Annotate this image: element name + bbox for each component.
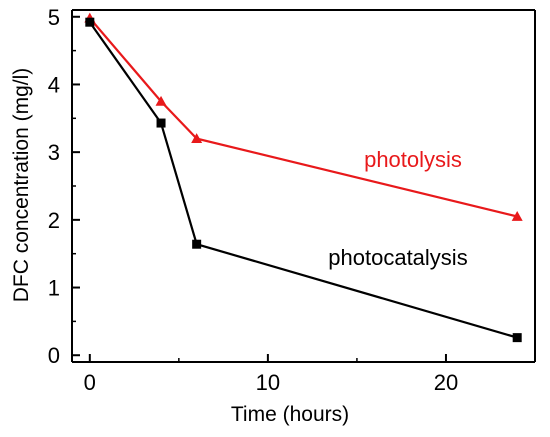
x-tick-label: 0: [84, 370, 96, 395]
series-label-photolysis: photolysis: [364, 147, 462, 172]
y-tick-label: 0: [48, 343, 60, 368]
data-point-photocatalysis: [156, 118, 166, 128]
series-photocatalysis: [85, 17, 522, 343]
data-point-photolysis: [511, 210, 523, 221]
y-tick-label: 2: [48, 208, 60, 233]
data-point-photocatalysis: [85, 17, 95, 27]
series-line-photocatalysis: [88, 21, 518, 339]
x-tick-label: 20: [434, 370, 458, 395]
y-tick-label: 5: [48, 5, 60, 30]
series-line-photolysis: [88, 17, 518, 218]
data-point-photocatalysis: [192, 239, 202, 249]
data-point-photocatalysis: [512, 333, 522, 343]
x-tick-label: 10: [256, 370, 280, 395]
axes: [71, 9, 536, 363]
y-tick-label: 3: [48, 140, 60, 165]
series: [84, 12, 523, 343]
data-point-photolysis: [155, 95, 167, 106]
series-photolysis: [84, 12, 523, 221]
data-point-photolysis: [191, 133, 203, 144]
x-axis-title: Time (hours): [231, 403, 349, 426]
ticks: 0 10 20 0 1 2 3 4 5: [48, 5, 458, 395]
series-label-photocatalysis: photocatalysis: [328, 245, 467, 270]
y-tick-label: 1: [48, 276, 60, 301]
labels: Time (hours) DFC concentration (mg/l) ph…: [10, 68, 468, 426]
y-tick-label: 4: [48, 72, 60, 97]
y-axis-title: DFC concentration (mg/l): [10, 68, 33, 303]
